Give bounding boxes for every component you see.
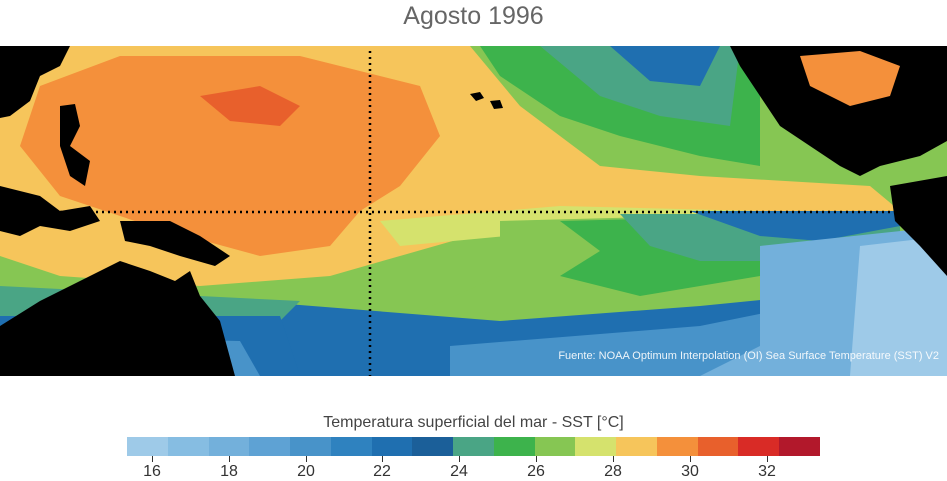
colorbar-swatch: [290, 437, 331, 456]
warm-pool-30: [200, 86, 300, 126]
map-title: Agosto 1996: [403, 2, 544, 30]
colorbar: [127, 437, 821, 456]
colorbar-swatch: [616, 437, 657, 456]
colorbar-tick: [382, 456, 383, 462]
colorbar-ticks: 16 18 20 22 24 26 28 30 32: [0, 456, 947, 480]
philippines-islands: [60, 104, 90, 186]
colorbar-tick-label: 22: [373, 463, 391, 480]
colorbar-swatch: [412, 437, 454, 456]
new-guinea-landmass: [120, 221, 230, 266]
cold-tongue-22: [690, 211, 900, 241]
colorbar-swatch: [534, 437, 576, 456]
south-america-landmass: [890, 176, 947, 276]
colorbar-swatch: [330, 437, 372, 456]
colorbar-tick-label: 30: [681, 463, 699, 480]
australia-landmass: [0, 261, 235, 376]
colorbar-tick: [613, 456, 614, 462]
colorbar-tick: [767, 456, 768, 462]
warm-pool-29: [20, 56, 440, 256]
source-note: Fuente: NOAA Optimum Interpolation (OI) …: [558, 350, 939, 362]
colorbar-swatch: [738, 437, 780, 456]
colorbar-swatch: [493, 437, 535, 456]
colorbar-tick: [152, 456, 153, 462]
colorbar-tick-label: 20: [297, 463, 315, 480]
colorbar-swatch: [167, 437, 209, 456]
colorbar-tick-label: 32: [758, 463, 776, 480]
asia-landmass: [0, 46, 70, 118]
colorbar-tick: [306, 456, 307, 462]
colorbar-swatch: [371, 437, 413, 456]
southeast-16: [850, 236, 947, 376]
colorbar-swatch: [697, 437, 739, 456]
colorbar-swatch: [575, 437, 617, 456]
colorbar-swatch: [127, 437, 168, 456]
colorbar-swatch: [249, 437, 291, 456]
colorbar-tick-label: 16: [143, 463, 161, 480]
colorbar-swatch: [208, 437, 250, 456]
colorbar-tick: [536, 456, 537, 462]
colorbar-tick-label: 28: [604, 463, 622, 480]
ne-pacific-coldest: [610, 46, 720, 86]
colorbar-tick: [229, 456, 230, 462]
colorbar-swatch: [779, 437, 821, 456]
hawaii-islands: [470, 92, 503, 109]
colorbar-tick: [459, 456, 460, 462]
colorbar-swatch: [656, 437, 698, 456]
colorbar-tick-label: 26: [527, 463, 545, 480]
colorbar-swatch: [453, 437, 494, 456]
sst-map: [0, 46, 947, 376]
colorbar-label: Temperatura superficial del mar - SST [°…: [323, 414, 624, 431]
colorbar-tick-label: 24: [450, 463, 468, 480]
mexico-orange: [800, 51, 900, 106]
colorbar-tick-label: 18: [220, 463, 238, 480]
colorbar-tick: [690, 456, 691, 462]
